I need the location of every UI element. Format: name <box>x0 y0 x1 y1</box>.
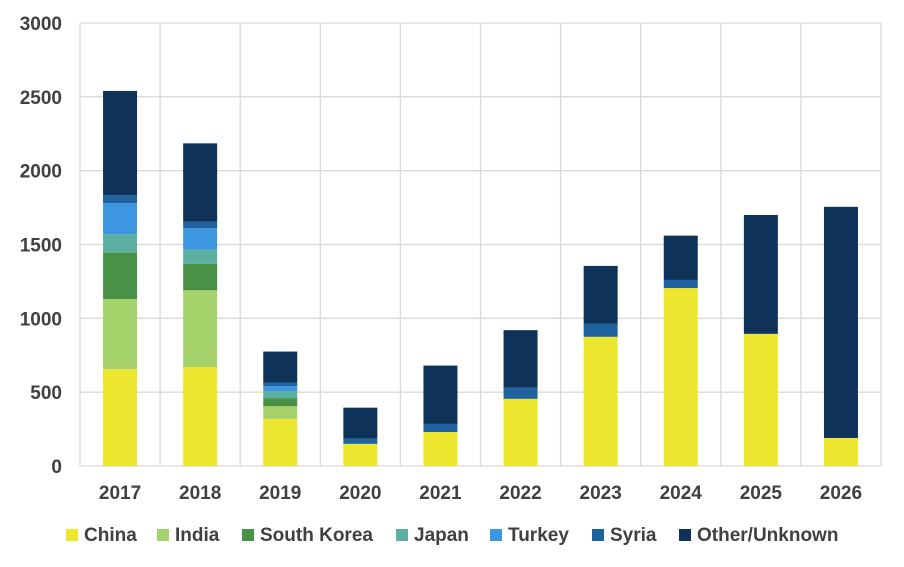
bar-2019-syria <box>263 382 298 387</box>
bar-2026-china <box>823 437 858 466</box>
x-tick-label: 2017 <box>99 483 141 504</box>
bar-2017-syria <box>103 195 138 204</box>
bar-2018-other-unknown <box>183 143 218 222</box>
y-axis-ticks: 0 500 1000 1500 2000 2500 3000 <box>20 14 62 478</box>
bar-2018-syria <box>183 221 218 229</box>
y-tick-label: 1000 <box>20 309 62 330</box>
x-tick-label: 2019 <box>259 483 301 504</box>
bars <box>103 90 858 466</box>
bar-2022-syria <box>503 387 538 399</box>
bar-2018-india <box>183 290 218 368</box>
y-tick-label: 500 <box>30 383 62 404</box>
legend-label-japan: Japan <box>414 525 469 546</box>
x-tick-label: 2018 <box>179 483 221 504</box>
bar-2017-china <box>103 369 138 466</box>
legend-swatch-india <box>157 529 169 541</box>
bar-2017-turkey <box>103 203 138 235</box>
legend-swatch-japan <box>396 529 408 541</box>
legend-swatch-turkey <box>490 529 502 541</box>
y-tick-label: 0 <box>51 457 62 478</box>
y-tick-label: 2500 <box>20 88 62 109</box>
gridlines <box>79 22 882 467</box>
bar-2024-syria <box>663 279 698 289</box>
bar-2025-other-unknown <box>743 214 778 334</box>
bar-2024-other-unknown <box>663 235 698 280</box>
bar-2018-south-korea <box>183 263 218 291</box>
bar-2017-south-korea <box>103 252 138 300</box>
x-axis-ticks: 2017 2018 2019 2020 2021 2022 2023 2024 2025 2026 <box>99 483 862 504</box>
bar-2021-other-unknown <box>423 365 458 424</box>
legend-label-other-unknown: Other/Unknown <box>697 525 838 546</box>
bar-2026-other-unknown <box>823 206 858 438</box>
x-tick-label: 2026 <box>820 483 862 504</box>
x-tick-label: 2022 <box>499 483 541 504</box>
legend-label-turkey: Turkey <box>508 525 569 546</box>
legend-label-india: India <box>175 525 220 546</box>
bar-2023-other-unknown <box>583 265 618 324</box>
legend-swatch-south-korea <box>242 529 254 541</box>
bar-2019-turkey <box>263 386 298 392</box>
bar-2017-india <box>103 299 138 370</box>
y-tick-label: 1500 <box>20 236 62 257</box>
bar-2019-japan <box>263 391 298 399</box>
x-tick-label: 2020 <box>339 483 381 504</box>
legend-swatch-china <box>66 529 78 541</box>
bar-2022-china <box>503 398 538 466</box>
bar-2022-other-unknown <box>503 330 538 388</box>
y-tick-label: 3000 <box>20 14 62 35</box>
x-tick-label: 2023 <box>580 483 622 504</box>
x-tick-label: 2021 <box>419 483 462 504</box>
bar-2021-syria <box>423 423 458 433</box>
legend: China India South Korea Japan Turkey Syria Oth… <box>66 525 838 546</box>
bar-2018-japan <box>183 249 218 264</box>
bar-2018-turkey <box>183 228 218 250</box>
bar-2021-china <box>423 432 458 466</box>
bar-2020-china <box>343 443 378 466</box>
bar-2024-china <box>663 288 698 466</box>
bar-2018-china <box>183 367 218 466</box>
bar-2019-other-unknown <box>263 351 298 383</box>
bar-2019-china <box>263 418 298 466</box>
bar-2020-other-unknown <box>343 407 378 439</box>
legend-swatch-syria <box>592 529 604 541</box>
bar-2017-other-unknown <box>103 90 138 196</box>
x-tick-label: 2025 <box>740 483 783 504</box>
x-tick-label: 2024 <box>660 483 703 504</box>
legend-swatch-other-unknown <box>679 529 691 541</box>
bar-2023-syria <box>583 323 618 337</box>
legend-label-syria: Syria <box>610 525 657 546</box>
bar-2019-india <box>263 406 298 419</box>
legend-label-china: China <box>84 525 137 546</box>
bar-2023-china <box>583 336 618 466</box>
bar-2019-south-korea <box>263 398 298 407</box>
bar-2020-syria <box>343 438 378 444</box>
bar-2017-japan <box>103 234 138 253</box>
y-tick-label: 2000 <box>20 162 62 183</box>
bar-2025-china <box>743 333 778 466</box>
legend-label-south-korea: South Korea <box>260 525 373 546</box>
